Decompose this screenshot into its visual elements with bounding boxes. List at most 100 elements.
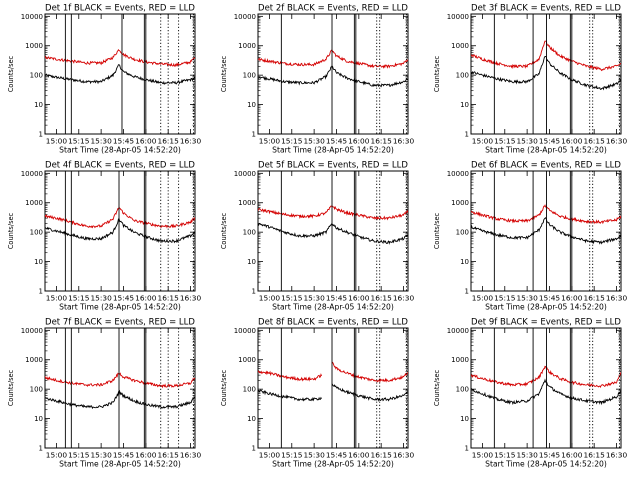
y-tick-label: 1000	[238, 199, 256, 207]
y-tick-label: 10000	[21, 170, 43, 178]
plot-frame	[257, 13, 409, 135]
x-tick-label: 15:15	[281, 137, 303, 146]
x-tick-label: 16:30	[180, 137, 202, 146]
y-tick-label: 10	[460, 415, 469, 423]
x-tick-label: 16:30	[606, 294, 628, 303]
x-tick-label: 15:00	[46, 294, 68, 303]
x-tick-label: 15:30	[303, 451, 325, 460]
y-axis-label: Counts/sec	[433, 212, 441, 249]
x-axis-label: Start Time (28-Apr-05 14:52:20)	[272, 460, 394, 469]
plot-frame	[470, 327, 622, 449]
x-tick-label: 16:00	[348, 137, 370, 146]
y-axis-label: Counts/sec	[220, 369, 228, 406]
x-tick-label: 16:30	[180, 451, 202, 460]
x-tick-label: 16:15	[158, 137, 180, 146]
y-tick-label: 10	[34, 258, 43, 266]
x-axis-label: Start Time (28-Apr-05 14:52:20)	[272, 303, 394, 312]
y-tick-label: 10000	[447, 170, 469, 178]
x-tick-label: 16:15	[158, 294, 180, 303]
x-tick-label: 15:45	[539, 137, 561, 146]
y-tick-label: 10000	[234, 170, 256, 178]
panel-title: Det 2f BLACK = Events, RED = LLD	[258, 4, 408, 14]
y-tick-label: 100	[30, 386, 43, 394]
y-tick-label: 100	[30, 229, 43, 237]
y-tick-label: 10	[247, 101, 256, 109]
y-tick-label: 10000	[234, 327, 256, 335]
x-tick-label: 15:15	[281, 294, 303, 303]
x-tick-label: 15:15	[494, 137, 516, 146]
x-axis-label: Start Time (28-Apr-05 14:52:20)	[59, 460, 181, 469]
plot-frame	[44, 327, 196, 449]
panel-det-1: Det 1f BLACK = Events, RED = LLD 1 10 100 10…	[7, 4, 201, 155]
y-tick-label: 1000	[25, 42, 43, 50]
panel-title: Det 1f BLACK = Events, RED = LLD	[45, 4, 195, 14]
panel-det-6: Det 6f BLACK = Events, RED = LLD 1 10 100 10…	[433, 161, 627, 312]
series-line-events	[258, 222, 408, 245]
y-tick-label: 1000	[451, 199, 469, 207]
y-tick-label: 10000	[447, 327, 469, 335]
y-tick-label: 1000	[451, 42, 469, 50]
plot-frame	[257, 170, 409, 292]
y-tick-label: 1	[39, 131, 43, 139]
plot-frame	[257, 327, 409, 449]
series-line-events	[258, 383, 408, 402]
x-tick-label: 15:00	[259, 294, 281, 303]
x-tick-label: 15:30	[516, 451, 538, 460]
x-tick-label: 15:45	[326, 137, 348, 146]
x-tick-label: 15:15	[494, 294, 516, 303]
y-tick-label: 1	[252, 288, 256, 296]
y-tick-label: 100	[243, 229, 256, 237]
x-tick-label: 15:45	[326, 451, 348, 460]
x-tick-label: 16:15	[158, 451, 180, 460]
x-tick-label: 15:15	[68, 451, 90, 460]
panel-det-5: Det 5f BLACK = Events, RED = LLD 1 10 100 10…	[220, 161, 414, 312]
x-axis-label: Start Time (28-Apr-05 14:52:20)	[485, 146, 607, 155]
x-tick-label: 16:30	[393, 137, 415, 146]
x-tick-label: 15:15	[68, 294, 90, 303]
x-tick-label: 15:30	[516, 294, 538, 303]
x-tick-label: 15:00	[259, 451, 281, 460]
x-tick-label: 16:00	[348, 294, 370, 303]
panel-title: Det 9f BLACK = Events, RED = LLD	[471, 318, 621, 328]
x-tick-label: 15:45	[113, 137, 135, 146]
y-axis-label: Counts/sec	[220, 212, 228, 249]
x-tick-label: 16:15	[584, 137, 606, 146]
y-tick-label: 1000	[25, 356, 43, 364]
x-tick-label: 16:15	[371, 137, 393, 146]
y-tick-label: 1000	[451, 356, 469, 364]
x-tick-label: 16:15	[584, 451, 606, 460]
series-line-lld	[471, 40, 621, 72]
y-axis-label: Counts/sec	[433, 55, 441, 92]
series-line-events	[45, 389, 195, 410]
x-tick-label: 16:30	[606, 451, 628, 460]
y-axis-label: Counts/sec	[220, 55, 228, 92]
x-tick-label: 15:00	[472, 137, 494, 146]
y-tick-label: 100	[243, 72, 256, 80]
panel-title: Det 3f BLACK = Events, RED = LLD	[471, 4, 621, 14]
panel-title: Det 5f BLACK = Events, RED = LLD	[258, 161, 408, 171]
x-tick-label: 16:30	[393, 294, 415, 303]
y-axis-label: Counts/sec	[7, 369, 15, 406]
y-tick-label: 10	[247, 415, 256, 423]
series-line-events	[45, 217, 195, 244]
y-tick-label: 10000	[447, 13, 469, 21]
y-tick-label: 10	[34, 415, 43, 423]
y-tick-label: 1	[252, 445, 256, 453]
x-tick-label: 15:45	[326, 294, 348, 303]
y-tick-label: 10	[460, 258, 469, 266]
panel-title: Det 8f BLACK = Events, RED = LLD	[258, 318, 408, 328]
x-tick-label: 15:15	[281, 451, 303, 460]
x-tick-label: 16:15	[371, 294, 393, 303]
x-tick-label: 16:30	[180, 294, 202, 303]
y-tick-label: 100	[30, 72, 43, 80]
x-tick-label: 16:30	[606, 137, 628, 146]
x-tick-label: 16:00	[135, 137, 157, 146]
panel-title: Det 6f BLACK = Events, RED = LLD	[471, 161, 621, 171]
plot-frame	[44, 13, 196, 135]
panel-det-9: Det 9f BLACK = Events, RED = LLD 1 10 100 10…	[433, 318, 627, 469]
series-line-lld	[471, 204, 621, 225]
plot-frame	[470, 13, 622, 135]
series-line-lld	[45, 372, 195, 389]
series-line-lld	[45, 206, 195, 229]
